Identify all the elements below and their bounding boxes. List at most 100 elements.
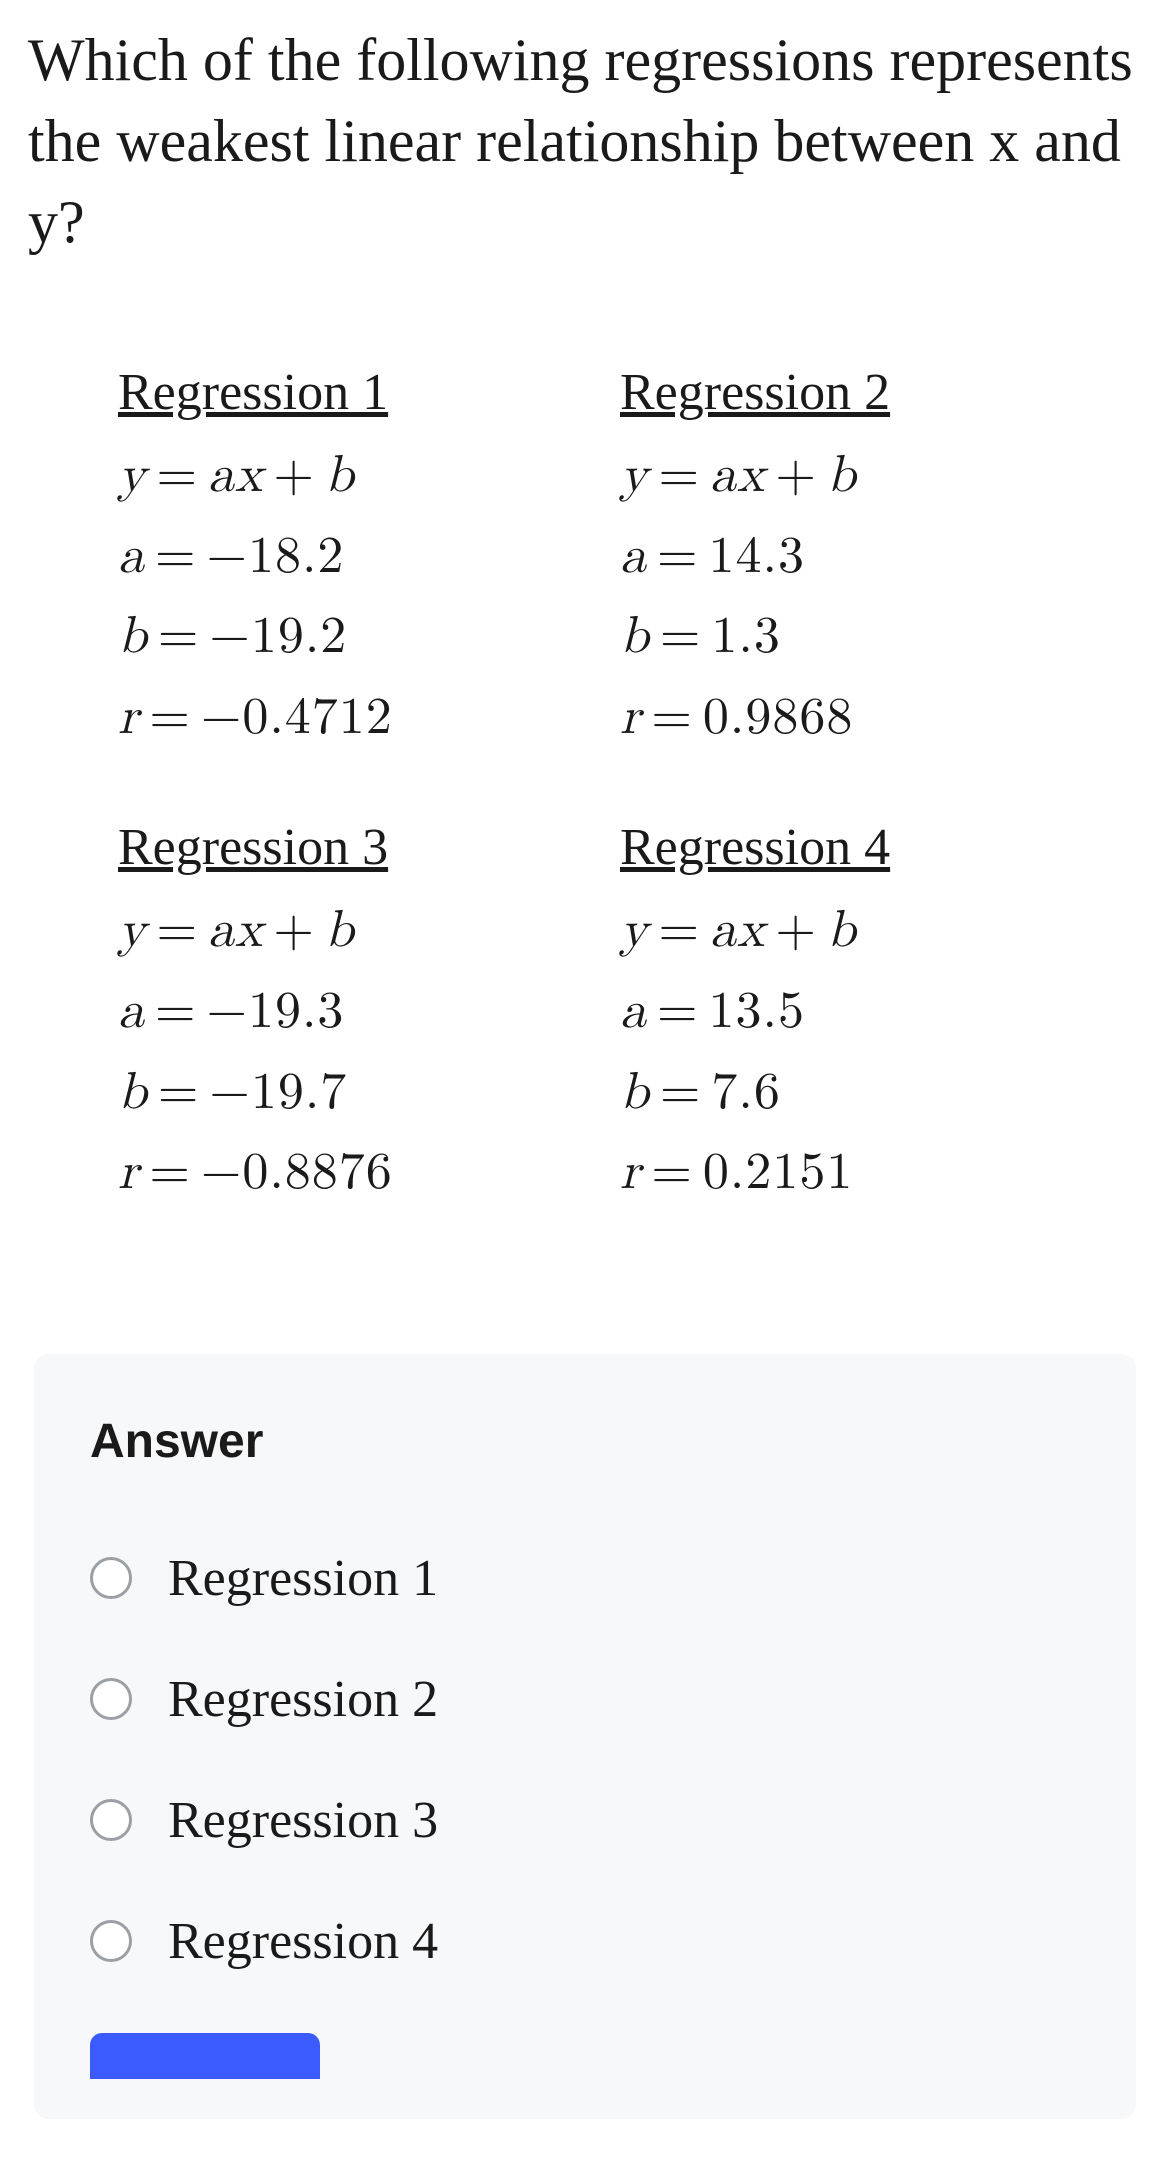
- b-line: b=7.6: [620, 1053, 1092, 1134]
- option-label: Regression 4: [168, 1912, 438, 1971]
- plus-sign: +: [775, 450, 816, 502]
- equals-sign: =: [658, 905, 699, 957]
- var-y: y: [620, 905, 648, 957]
- regression-4: Regression 4 y=ax+b a=13.5 b=7.6 r=0.215…: [620, 818, 1092, 1213]
- a-value: 14.3: [708, 531, 804, 583]
- a-label: a: [118, 986, 145, 1038]
- equals-sign: =: [155, 986, 196, 1038]
- var-a: a: [710, 450, 737, 502]
- a-line: a=−19.3: [118, 972, 590, 1053]
- var-y: y: [118, 450, 146, 502]
- plus-sign: +: [273, 450, 314, 502]
- option-regression-4[interactable]: Regression 4: [90, 1912, 1080, 1971]
- a-line: a=13.5: [620, 972, 1092, 1053]
- r-line: r=−0.8876: [118, 1133, 590, 1214]
- var-b: b: [827, 905, 857, 957]
- var-b: b: [325, 905, 355, 957]
- option-label: Regression 2: [168, 1670, 438, 1729]
- submit-button[interactable]: [90, 2033, 320, 2079]
- equals-sign: =: [158, 1067, 199, 1119]
- a-line: a=−18.2: [118, 517, 590, 598]
- equals-sign: =: [651, 1147, 692, 1199]
- equals-sign: =: [660, 1067, 701, 1119]
- page-container: Which of the following regressions repre…: [0, 0, 1170, 2119]
- b-label: b: [118, 1067, 148, 1119]
- r-value: 0.2151: [703, 1147, 853, 1199]
- b-value: 7.6: [711, 1067, 780, 1119]
- equals-sign: =: [651, 692, 692, 744]
- r-line: r=0.2151: [620, 1133, 1092, 1214]
- option-regression-3[interactable]: Regression 3: [90, 1791, 1080, 1850]
- regression-title: Regression 4: [620, 818, 1092, 877]
- var-x: x: [235, 450, 263, 502]
- equals-sign: =: [149, 1147, 190, 1199]
- a-label: a: [118, 531, 145, 583]
- b-line: b=−19.2: [118, 597, 590, 678]
- a-value: −18.2: [206, 531, 344, 583]
- equals-sign: =: [658, 450, 699, 502]
- equation-line: y=ax+b: [620, 436, 1092, 517]
- regression-3: Regression 3 y=ax+b a=−19.3 b=−19.7 r=−0…: [118, 818, 590, 1213]
- b-value: −19.2: [209, 611, 347, 663]
- var-b: b: [325, 450, 355, 502]
- a-value: −19.3: [206, 986, 344, 1038]
- plus-sign: +: [273, 905, 314, 957]
- radio-icon[interactable]: [90, 1678, 132, 1720]
- equals-sign: =: [149, 692, 190, 744]
- var-x: x: [235, 905, 263, 957]
- equals-sign: =: [156, 450, 197, 502]
- a-label: a: [620, 986, 647, 1038]
- answer-panel: Answer Regression 1 Regression 2 Regress…: [34, 1354, 1136, 2119]
- r-value: −0.4712: [201, 692, 393, 744]
- option-regression-1[interactable]: Regression 1: [90, 1549, 1080, 1608]
- r-label: r: [118, 692, 139, 744]
- b-line: b=1.3: [620, 597, 1092, 678]
- equals-sign: =: [155, 531, 196, 583]
- option-label: Regression 3: [168, 1791, 438, 1850]
- b-line: b=−19.7: [118, 1053, 590, 1134]
- var-a: a: [208, 450, 235, 502]
- var-x: x: [737, 450, 765, 502]
- equals-sign: =: [158, 611, 199, 663]
- var-x: x: [737, 905, 765, 957]
- equals-sign: =: [156, 905, 197, 957]
- b-value: 1.3: [711, 611, 780, 663]
- r-label: r: [620, 1147, 641, 1199]
- equals-sign: =: [657, 986, 698, 1038]
- plus-sign: +: [775, 905, 816, 957]
- b-label: b: [620, 611, 650, 663]
- option-label: Regression 1: [168, 1549, 438, 1608]
- regression-title: Regression 1: [118, 363, 590, 422]
- radio-icon[interactable]: [90, 1920, 132, 1962]
- regressions-grid: Regression 1 y=ax+b a=−18.2 b=−19.2 r=−0…: [28, 363, 1142, 1214]
- b-label: b: [620, 1067, 650, 1119]
- equation-line: y=ax+b: [118, 436, 590, 517]
- b-value: −19.7: [209, 1067, 347, 1119]
- question-text: Which of the following regressions repre…: [28, 20, 1142, 263]
- option-regression-2[interactable]: Regression 2: [90, 1670, 1080, 1729]
- regression-title: Regression 3: [118, 818, 590, 877]
- a-label: a: [620, 531, 647, 583]
- r-value: 0.9868: [703, 692, 853, 744]
- r-label: r: [118, 1147, 139, 1199]
- regression-1: Regression 1 y=ax+b a=−18.2 b=−19.2 r=−0…: [118, 363, 590, 758]
- var-y: y: [620, 450, 648, 502]
- r-value: −0.8876: [201, 1147, 393, 1199]
- var-b: b: [827, 450, 857, 502]
- equation-line: y=ax+b: [118, 891, 590, 972]
- r-line: r=−0.4712: [118, 678, 590, 759]
- equals-sign: =: [660, 611, 701, 663]
- r-label: r: [620, 692, 641, 744]
- var-y: y: [118, 905, 146, 957]
- regression-title: Regression 2: [620, 363, 1092, 422]
- a-line: a=14.3: [620, 517, 1092, 598]
- radio-icon[interactable]: [90, 1557, 132, 1599]
- radio-icon[interactable]: [90, 1799, 132, 1841]
- a-value: 13.5: [708, 986, 804, 1038]
- var-a: a: [710, 905, 737, 957]
- b-label: b: [118, 611, 148, 663]
- equals-sign: =: [657, 531, 698, 583]
- answer-heading: Answer: [90, 1414, 1080, 1469]
- equation-line: y=ax+b: [620, 891, 1092, 972]
- regression-2: Regression 2 y=ax+b a=14.3 b=1.3 r=0.986…: [620, 363, 1092, 758]
